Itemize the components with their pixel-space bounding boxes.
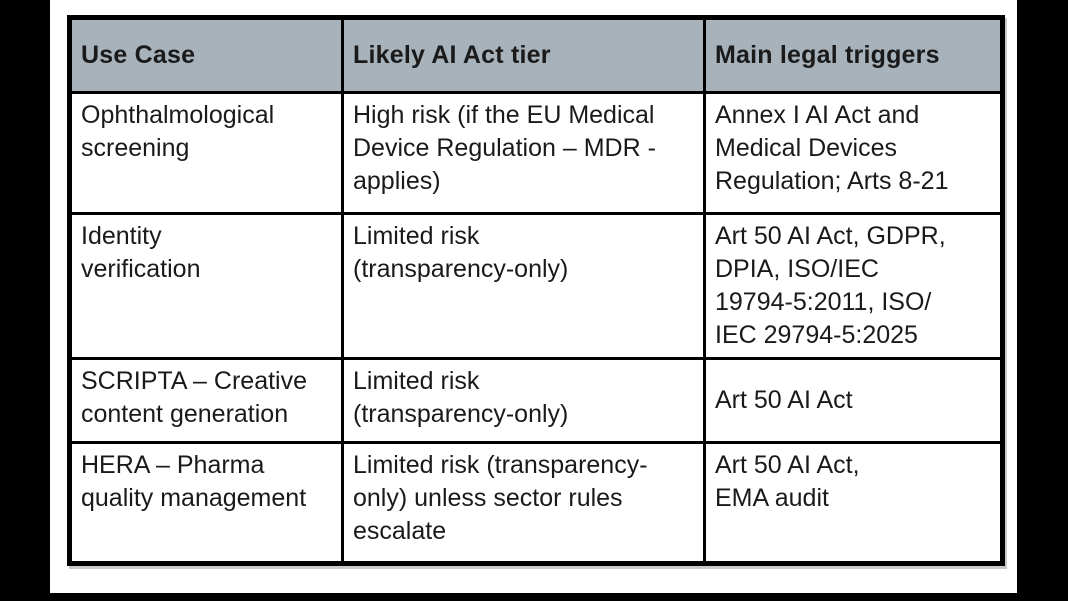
right-black-bar bbox=[1017, 0, 1068, 601]
cell-tier-scripta: Limited risk (transparency-only) bbox=[341, 357, 706, 444]
cell-tier-hera: Limited risk (transparency- only) unless… bbox=[341, 441, 706, 565]
header-cell-use-case: Use Case bbox=[68, 16, 344, 94]
table-header-row: Use Case Likely AI Act tier Main legal t… bbox=[68, 16, 1004, 94]
cell-triggers-scripta: Art 50 AI Act bbox=[703, 357, 1004, 444]
table-row-hera: HERA – Pharma quality management Limited… bbox=[68, 441, 1004, 565]
table-row-scripta: SCRIPTA – Creative content generation Li… bbox=[68, 357, 1004, 444]
cell-use-case-ophthalmological: Ophthalmological screening bbox=[68, 91, 344, 215]
header-cell-ai-act-tier: Likely AI Act tier bbox=[341, 16, 706, 94]
cell-use-case-identity: Identity verification bbox=[68, 212, 344, 360]
cell-triggers-hera: Art 50 AI Act, EMA audit bbox=[703, 441, 1004, 565]
table-row-identity-verification: Identity verification Limited risk (tran… bbox=[68, 212, 1004, 360]
cell-use-case-hera: HERA – Pharma quality management bbox=[68, 441, 344, 565]
table-row-ophthalmological: Ophthalmological screening High risk (if… bbox=[68, 91, 1004, 215]
cell-triggers-ophthalmological: Annex I AI Act and Medical Devices Regul… bbox=[703, 91, 1004, 215]
ai-act-risk-table: Use Case Likely AI Act tier Main legal t… bbox=[67, 15, 1005, 566]
cell-tier-ophthalmological: High risk (if the EU Medical Device Regu… bbox=[341, 91, 706, 215]
left-black-bar bbox=[0, 0, 50, 601]
cell-triggers-identity: Art 50 AI Act, GDPR, DPIA, ISO/IEC 19794… bbox=[703, 212, 1004, 360]
cell-tier-identity: Limited risk (transparency-only) bbox=[341, 212, 706, 360]
cell-use-case-scripta: SCRIPTA – Creative content generation bbox=[68, 357, 344, 444]
bottom-black-bar bbox=[0, 593, 1068, 601]
header-cell-legal-triggers: Main legal triggers bbox=[703, 16, 1004, 94]
